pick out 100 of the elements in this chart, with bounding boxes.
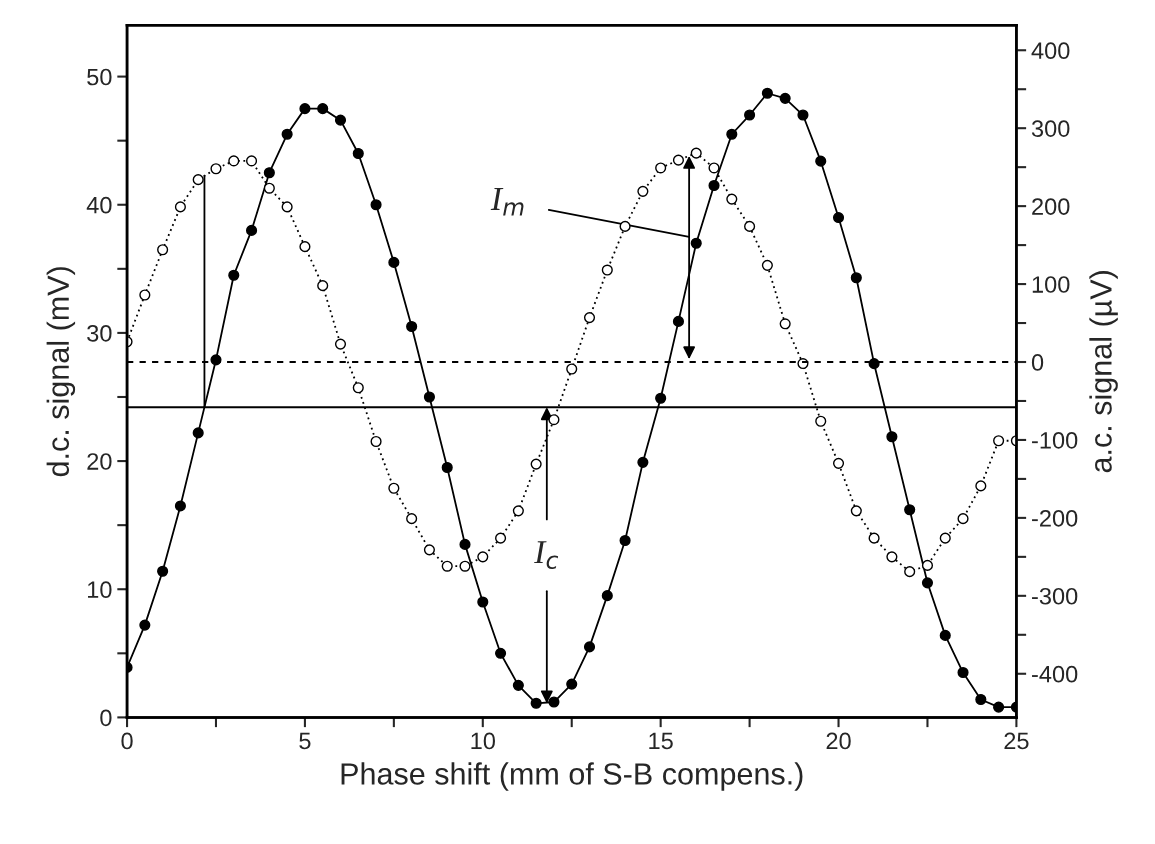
y2-tick-label: -200: [1032, 509, 1078, 527]
point: [228, 155, 240, 167]
x-tick-label: 0: [121, 732, 133, 750]
point: [904, 504, 916, 516]
y-tick-label: 10: [88, 581, 112, 599]
point: [583, 641, 596, 653]
x-tick-label: 10: [471, 732, 495, 750]
point: [192, 427, 204, 439]
y-tick-label: 40: [86, 196, 112, 214]
annotation: I$_{m}$: [490, 188, 524, 216]
point: [370, 199, 382, 211]
point: [583, 312, 596, 324]
point: [334, 114, 347, 126]
point: [993, 435, 1005, 447]
y2-tick-label: -100: [1032, 432, 1078, 449]
point: [744, 220, 756, 232]
point: [495, 647, 507, 659]
point: [868, 532, 880, 544]
point: [761, 87, 773, 99]
point: [228, 269, 240, 281]
point: [530, 458, 542, 470]
point: [868, 358, 880, 370]
point: [975, 480, 987, 492]
point: [334, 338, 347, 350]
point: [388, 256, 400, 268]
point: [744, 109, 756, 121]
point: [993, 701, 1005, 713]
point: [370, 435, 382, 448]
point: [566, 678, 578, 690]
point: [157, 244, 169, 256]
point: [815, 155, 827, 167]
point: [690, 147, 702, 159]
point: [246, 224, 258, 236]
point: [957, 666, 969, 679]
point: [423, 544, 435, 556]
point: [406, 320, 418, 333]
point: [672, 315, 685, 327]
point: [708, 162, 720, 174]
y2-tick-label: -400: [1032, 665, 1078, 683]
point: [797, 109, 809, 121]
point: [441, 461, 453, 474]
point: [459, 560, 471, 572]
y-tick-label: 0: [100, 709, 112, 727]
point: [655, 392, 667, 404]
point: [352, 147, 364, 160]
point: [441, 560, 453, 572]
point: [495, 532, 507, 544]
point: [761, 259, 773, 271]
x-tick-label: 20: [826, 732, 851, 750]
point: [548, 414, 560, 426]
point: [512, 505, 524, 517]
y2-tick-label: -300: [1032, 587, 1078, 605]
point: [263, 167, 275, 179]
x-tick-label: 5: [299, 732, 311, 750]
point: [619, 220, 631, 232]
point: [726, 193, 738, 205]
point: [886, 551, 898, 563]
point: [975, 693, 987, 706]
point: [548, 696, 560, 708]
point: [281, 201, 293, 213]
y2-tick-label: 400: [1031, 42, 1070, 60]
y2-tick-label: 0: [1031, 354, 1044, 371]
point: [779, 318, 791, 330]
annotation: I$_{c}$: [534, 541, 559, 569]
point: [512, 679, 524, 691]
y-axis-title: d.c. signal (mV): [46, 267, 76, 477]
y-tick-label: 20: [87, 453, 112, 470]
y2-tick-label: 100: [1032, 276, 1070, 293]
point: [815, 415, 827, 427]
point: [921, 559, 934, 571]
point: [850, 505, 862, 517]
point: [619, 534, 631, 547]
point: [655, 162, 667, 174]
point: [850, 272, 862, 284]
point: [210, 163, 222, 175]
point: [779, 92, 791, 104]
point: [904, 566, 916, 578]
point: [530, 697, 542, 709]
y2-tick-label: 200: [1032, 198, 1070, 215]
point: [174, 201, 186, 213]
point: [246, 155, 258, 167]
point: [708, 179, 720, 192]
point: [157, 565, 169, 577]
point: [939, 532, 951, 544]
point: [832, 212, 845, 224]
point: [726, 128, 738, 140]
point: [299, 103, 311, 115]
point: [192, 174, 204, 186]
point: [299, 241, 311, 253]
point: [566, 363, 578, 375]
point: [263, 182, 275, 194]
point: [352, 382, 364, 394]
point: [139, 289, 151, 301]
point: [601, 590, 613, 602]
point: [388, 482, 400, 494]
point: [139, 619, 151, 631]
x-tick-label: 15: [649, 732, 673, 750]
point: [672, 154, 685, 166]
point: [317, 103, 329, 115]
point: [423, 391, 435, 403]
